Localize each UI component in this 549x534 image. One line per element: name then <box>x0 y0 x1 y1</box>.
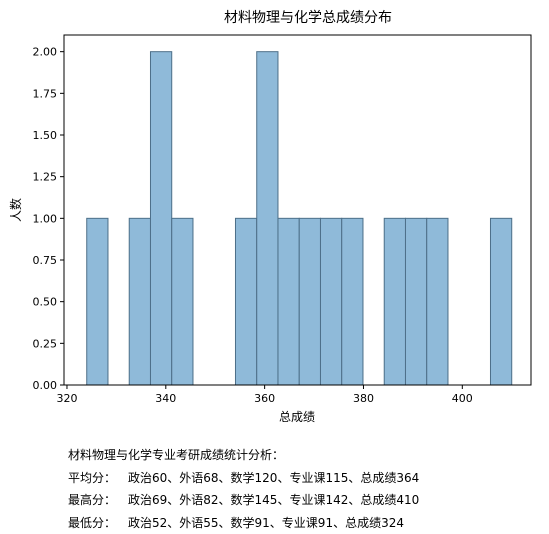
stats-text-average: 政治60、外语68、数学120、专业课115、总成绩364 <box>128 471 419 485</box>
stats-heading: 材料物理与化学专业考研成绩统计分析： <box>68 444 419 467</box>
stats-row-min: 最低分：政治52、外语55、数学91、专业课91、总成绩324 <box>68 512 419 534</box>
y-tick-label-1: 0.25 <box>33 337 58 350</box>
y-tick-label-7: 1.75 <box>33 87 58 100</box>
histogram-bar-4 <box>172 218 193 385</box>
x-tick-label-3: 380 <box>353 392 374 405</box>
x-tick-label-0: 320 <box>56 392 77 405</box>
histogram-bar-14 <box>384 218 405 385</box>
y-tick-label-6: 1.50 <box>33 129 58 142</box>
stats-row-max: 最高分：政治69、外语82、数学145、专业课142、总成绩410 <box>68 489 419 512</box>
stats-row-average: 平均分：政治60、外语68、数学120、专业课115、总成绩364 <box>68 467 419 490</box>
bars-group <box>87 52 512 385</box>
y-tick-label-8: 2.00 <box>33 46 58 59</box>
histogram-bar-16 <box>427 218 448 385</box>
histogram-bar-7 <box>235 218 256 385</box>
histogram-chart: 材料物理与化学总成绩分布 320 340 360 380 400 0.00 0.25 0.5… <box>0 0 549 440</box>
y-tick-label-5: 1.25 <box>33 171 58 184</box>
x-axis: 320 340 360 380 400 <box>56 385 472 405</box>
histogram-bar-2 <box>129 218 150 385</box>
histogram-bar-11 <box>320 218 341 385</box>
stats-label-max: 最高分： <box>68 489 128 512</box>
chart-title: 材料物理与化学总成绩分布 <box>224 10 392 26</box>
y-axis: 0.00 0.25 0.50 0.75 1.00 1.25 1.50 1.75 2.00 <box>33 46 65 392</box>
stats-label-average: 平均分： <box>68 467 128 490</box>
stats-text-min: 政治52、外语55、数学91、专业课91、总成绩324 <box>128 516 404 530</box>
stats-text-max: 政治69、外语82、数学145、专业课142、总成绩410 <box>128 493 419 507</box>
y-tick-label-3: 0.75 <box>33 254 58 267</box>
stats-label-min: 最低分： <box>68 512 128 534</box>
x-tick-label-2: 360 <box>254 392 275 405</box>
x-axis-title: 总成绩 <box>279 410 315 424</box>
histogram-bar-10 <box>299 218 320 385</box>
x-tick-label-4: 400 <box>452 392 473 405</box>
histogram-bar-0 <box>87 218 108 385</box>
histogram-bar-8 <box>257 52 278 385</box>
histogram-bar-19 <box>490 218 511 385</box>
x-tick-label-1: 340 <box>155 392 176 405</box>
histogram-bar-3 <box>150 52 171 385</box>
y-axis-title: 人数 <box>8 198 23 222</box>
y-tick-label-4: 1.00 <box>33 212 58 225</box>
y-tick-label-0: 0.00 <box>33 379 58 392</box>
y-tick-label-2: 0.50 <box>33 296 58 309</box>
histogram-bar-12 <box>342 218 363 385</box>
histogram-bar-15 <box>405 218 426 385</box>
histogram-bar-9 <box>278 218 299 385</box>
stats-summary: 材料物理与化学专业考研成绩统计分析： 平均分：政治60、外语68、数学120、专… <box>68 444 419 534</box>
